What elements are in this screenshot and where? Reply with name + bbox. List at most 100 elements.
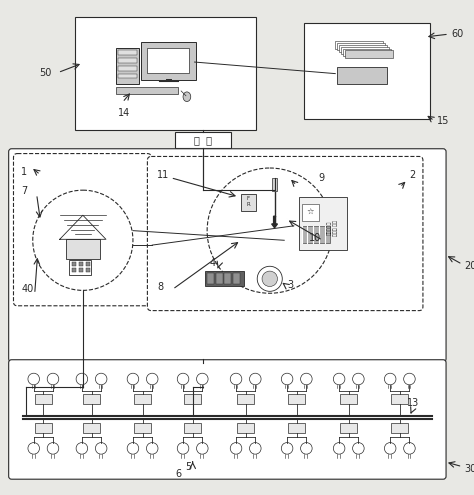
FancyBboxPatch shape xyxy=(13,153,151,306)
Bar xyxy=(341,47,389,54)
Bar xyxy=(301,226,330,243)
Bar xyxy=(118,66,137,71)
Bar xyxy=(237,395,255,404)
Circle shape xyxy=(28,443,39,454)
Text: 14: 14 xyxy=(118,108,130,118)
Bar xyxy=(301,203,319,221)
Bar xyxy=(116,48,139,84)
Bar xyxy=(337,67,387,84)
Bar xyxy=(288,395,305,404)
Circle shape xyxy=(146,443,158,454)
Text: 13: 13 xyxy=(407,398,419,408)
Text: 1: 1 xyxy=(21,167,27,177)
Bar xyxy=(207,273,214,284)
Circle shape xyxy=(95,443,107,454)
Bar xyxy=(340,395,357,404)
FancyBboxPatch shape xyxy=(141,42,196,80)
Circle shape xyxy=(127,443,139,454)
Circle shape xyxy=(177,443,189,454)
Bar xyxy=(216,273,223,284)
Bar xyxy=(237,423,255,433)
Bar xyxy=(345,50,393,58)
FancyBboxPatch shape xyxy=(9,360,446,479)
FancyBboxPatch shape xyxy=(9,149,446,362)
Circle shape xyxy=(47,373,59,385)
Circle shape xyxy=(197,373,208,385)
Bar xyxy=(75,17,256,131)
FancyBboxPatch shape xyxy=(147,156,423,310)
Bar xyxy=(72,268,76,272)
Text: 60: 60 xyxy=(452,29,464,39)
Text: 2: 2 xyxy=(409,170,415,180)
Bar xyxy=(79,268,83,272)
Bar xyxy=(175,132,231,148)
Text: 8: 8 xyxy=(157,283,163,293)
Circle shape xyxy=(249,443,261,454)
Bar xyxy=(86,268,90,272)
Bar xyxy=(391,395,409,404)
Circle shape xyxy=(404,443,415,454)
Bar xyxy=(339,45,387,52)
Bar xyxy=(241,194,256,211)
Circle shape xyxy=(384,373,396,385)
Text: 20: 20 xyxy=(465,261,474,271)
Bar xyxy=(337,43,385,50)
Text: 결빙방지제
분사량 제어: 결빙방지제 분사량 제어 xyxy=(327,220,338,236)
Text: 6: 6 xyxy=(175,469,181,479)
Bar xyxy=(72,262,76,266)
Circle shape xyxy=(249,373,261,385)
Circle shape xyxy=(353,443,364,454)
Circle shape xyxy=(333,443,345,454)
Text: 40: 40 xyxy=(21,284,34,294)
Circle shape xyxy=(177,373,189,385)
Bar xyxy=(184,395,201,404)
Circle shape xyxy=(47,443,59,454)
Bar xyxy=(35,395,52,404)
Circle shape xyxy=(146,373,158,385)
Bar xyxy=(79,262,83,266)
Bar xyxy=(233,273,240,284)
Bar xyxy=(304,23,429,119)
Circle shape xyxy=(257,266,283,292)
Circle shape xyxy=(207,168,332,293)
Bar xyxy=(288,423,305,433)
FancyArrow shape xyxy=(272,216,277,228)
Bar xyxy=(83,423,100,433)
Circle shape xyxy=(76,443,88,454)
Bar xyxy=(272,178,277,191)
Circle shape xyxy=(333,373,345,385)
Text: 15: 15 xyxy=(438,116,450,126)
Bar xyxy=(118,58,137,63)
Bar xyxy=(116,87,178,94)
Text: 30: 30 xyxy=(465,464,474,474)
Circle shape xyxy=(127,373,139,385)
Circle shape xyxy=(301,443,312,454)
Circle shape xyxy=(230,443,242,454)
Circle shape xyxy=(230,373,242,385)
Text: 10: 10 xyxy=(309,233,321,244)
Bar xyxy=(118,50,137,55)
Bar xyxy=(147,48,189,73)
Circle shape xyxy=(301,373,312,385)
Circle shape xyxy=(95,373,107,385)
Circle shape xyxy=(76,373,88,385)
Text: 4: 4 xyxy=(210,258,216,268)
Circle shape xyxy=(33,190,133,291)
Circle shape xyxy=(262,271,277,287)
Bar xyxy=(118,74,137,78)
Circle shape xyxy=(281,443,293,454)
Bar xyxy=(343,49,391,56)
Text: 5: 5 xyxy=(185,462,191,472)
Circle shape xyxy=(384,443,396,454)
Text: ☆: ☆ xyxy=(307,208,314,217)
Bar xyxy=(225,273,231,284)
Bar xyxy=(83,395,100,404)
Text: F
R: F R xyxy=(246,197,250,207)
Text: 9: 9 xyxy=(319,173,325,183)
Bar xyxy=(65,239,100,258)
Circle shape xyxy=(353,373,364,385)
Bar xyxy=(391,423,409,433)
Text: 3: 3 xyxy=(287,280,293,290)
Bar xyxy=(86,262,90,266)
Text: 11: 11 xyxy=(157,170,169,180)
